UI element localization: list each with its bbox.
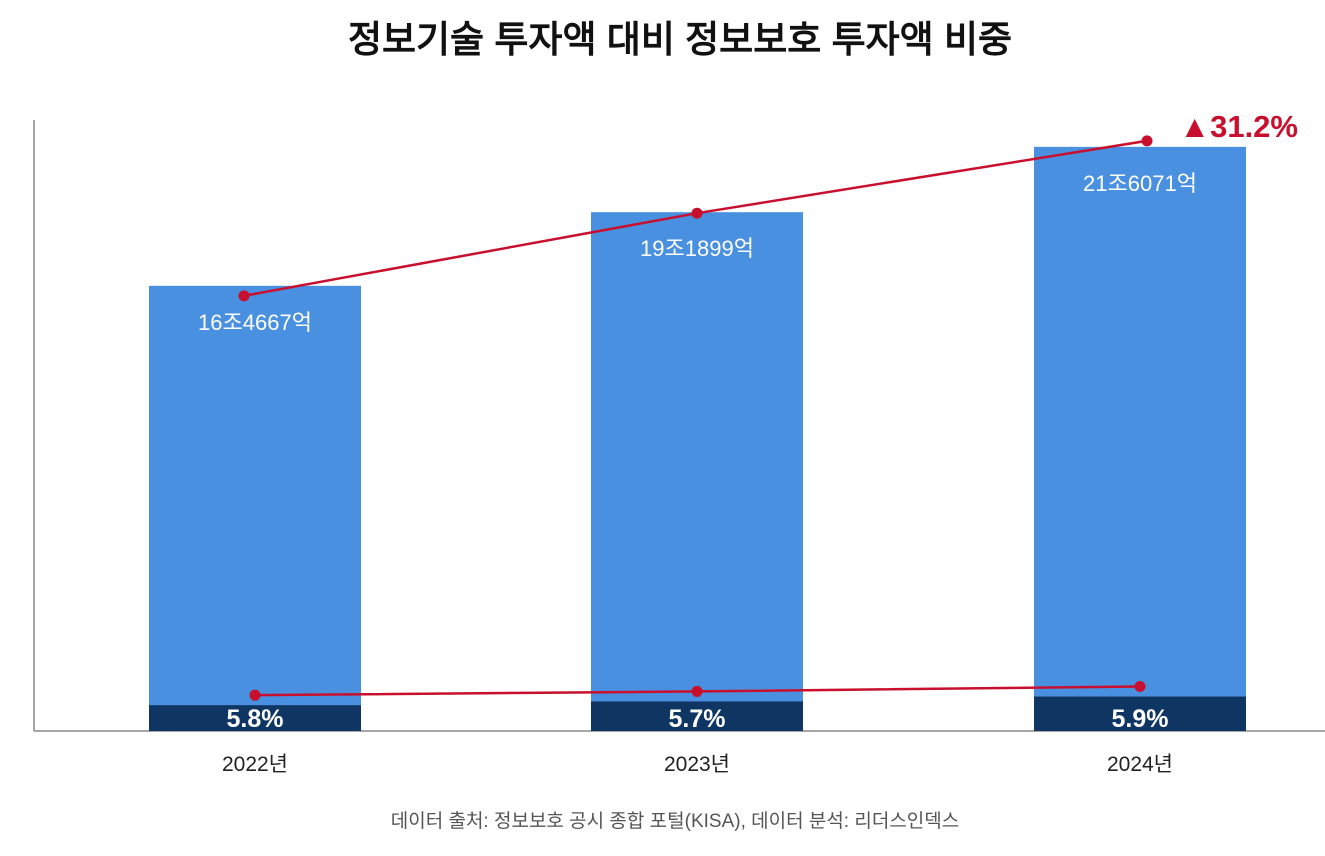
share-label: 5.7% bbox=[669, 705, 726, 733]
bar-security-investment bbox=[149, 705, 361, 731]
growth-annotation: ▲31.2% bbox=[1179, 109, 1298, 144]
trend-point bbox=[691, 685, 703, 697]
bar-security-investment bbox=[1034, 696, 1246, 731]
bar-value-label: 19조1899억 bbox=[640, 236, 754, 261]
trend-point bbox=[691, 207, 703, 219]
trend-point bbox=[1141, 135, 1153, 147]
bar-value-label: 16조4667억 bbox=[198, 310, 312, 335]
bar-it-investment bbox=[149, 285, 361, 731]
chart-title: 정보기술 투자액 대비 정보보호 투자액 비중 bbox=[348, 19, 1012, 60]
trend-point bbox=[1134, 681, 1146, 693]
share-label: 5.8% bbox=[227, 705, 284, 733]
bar-value-label: 21조6071억 bbox=[1083, 171, 1197, 196]
x-tick-label: 2024년 bbox=[1107, 753, 1173, 776]
trend-point bbox=[238, 290, 250, 302]
x-tick-label: 2022년 bbox=[222, 753, 288, 776]
source-note: 데이터 출처: 정보보호 공시 종합 포털(KISA), 데이터 분석: 리더스… bbox=[391, 810, 960, 832]
bar-security-investment bbox=[591, 701, 803, 731]
bar-it-investment bbox=[591, 212, 803, 731]
trend-point bbox=[249, 689, 261, 701]
bar-it-investment bbox=[1034, 146, 1246, 731]
share-label: 5.9% bbox=[1112, 705, 1169, 733]
x-tick-label: 2023년 bbox=[664, 753, 730, 776]
